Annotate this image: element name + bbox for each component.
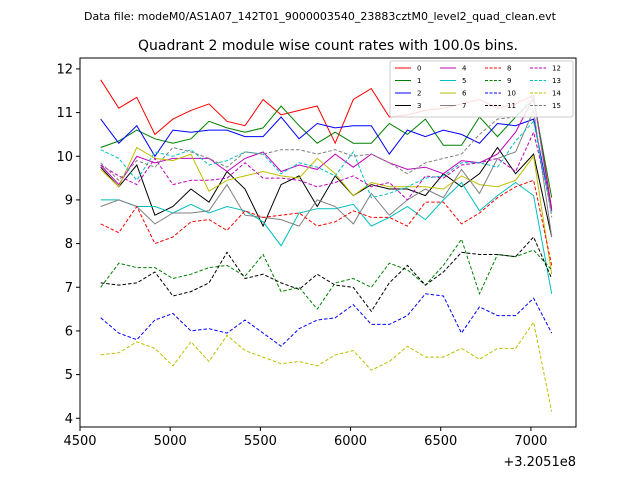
x-tick-label-1: 5000: [154, 434, 187, 449]
legend-label-12: 12: [552, 65, 561, 73]
legend-label-3: 3: [417, 102, 421, 110]
legend-label-13: 13: [552, 77, 561, 85]
y-tick-label-6: 10: [56, 150, 73, 165]
legend-label-10: 10: [507, 90, 516, 98]
series-line-1: [100, 98, 553, 198]
series-line-10: [100, 293, 553, 347]
plot-area: [80, 58, 576, 427]
legend-label-9: 9: [507, 77, 511, 85]
series-line-3: [100, 146, 553, 238]
series-line-12: [100, 130, 553, 209]
y-tick-label-7: 11: [56, 106, 73, 121]
x-tick-label-4: 6500: [424, 434, 457, 449]
x-tick-label-3: 6000: [334, 434, 367, 449]
x-tick-label-2: 5500: [244, 434, 277, 449]
chart-title: Quadrant 2 module wise count rates with …: [138, 38, 518, 54]
legend-label-11: 11: [507, 102, 516, 110]
x-tick-label-0: 4500: [63, 434, 96, 449]
legend-frame: [389, 60, 574, 118]
y-tick-label-3: 7: [65, 281, 73, 296]
legend-label-14: 14: [552, 90, 561, 98]
legend-label-6: 6: [462, 90, 467, 98]
legend-label-2: 2: [417, 90, 421, 98]
y-tick-label-0: 4: [65, 412, 73, 427]
series-line-9: [100, 238, 553, 310]
x-offset-label: +3.2051e8: [503, 455, 576, 470]
legend-label-15: 15: [552, 102, 561, 110]
legend-label-0: 0: [417, 65, 421, 73]
figure-suptitle: Data file: modeM0/AS1A07_142T01_90000035…: [84, 10, 557, 23]
x-axis: 4500 5000 5500 6000 6500 7000: [63, 427, 547, 449]
series-line-5: [100, 181, 553, 294]
y-axis: 4 5 6 7 8 9 10 11 12: [56, 62, 80, 427]
legend-label-5: 5: [462, 77, 466, 85]
y-tick-label-2: 6: [65, 324, 73, 339]
legend-label-1: 1: [417, 77, 421, 85]
plot-frame: [79, 57, 577, 428]
legend-label-8: 8: [507, 65, 511, 73]
x-tick-label-5: 7000: [514, 434, 547, 449]
series-line-13: [100, 120, 553, 216]
series-line-7: [100, 108, 553, 238]
series-line-14: [100, 320, 553, 412]
legend-label-4: 4: [462, 65, 467, 73]
series-line-11: [100, 236, 553, 313]
y-tick-label-1: 5: [65, 368, 73, 383]
y-tick-label-4: 8: [65, 237, 73, 252]
series-line-2: [100, 116, 553, 211]
y-tick-label-5: 9: [65, 193, 73, 208]
series-layer: [100, 79, 553, 412]
legend-label-7: 7: [462, 102, 466, 110]
series-line-6: [100, 146, 553, 275]
series-line-15: [100, 93, 553, 218]
series-line-8: [100, 179, 553, 266]
y-tick-label-8: 12: [56, 62, 73, 77]
